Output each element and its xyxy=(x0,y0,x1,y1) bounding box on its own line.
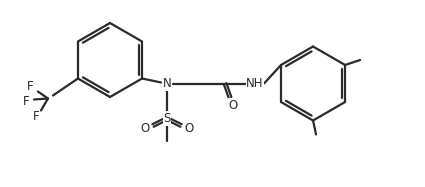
Text: O: O xyxy=(228,99,238,112)
Text: F: F xyxy=(33,110,39,123)
Text: F: F xyxy=(27,80,33,93)
Text: O: O xyxy=(140,122,150,135)
Text: F: F xyxy=(23,95,29,108)
Text: S: S xyxy=(163,112,171,125)
Text: O: O xyxy=(184,122,194,135)
Text: N: N xyxy=(163,77,171,90)
Text: NH: NH xyxy=(246,77,264,90)
